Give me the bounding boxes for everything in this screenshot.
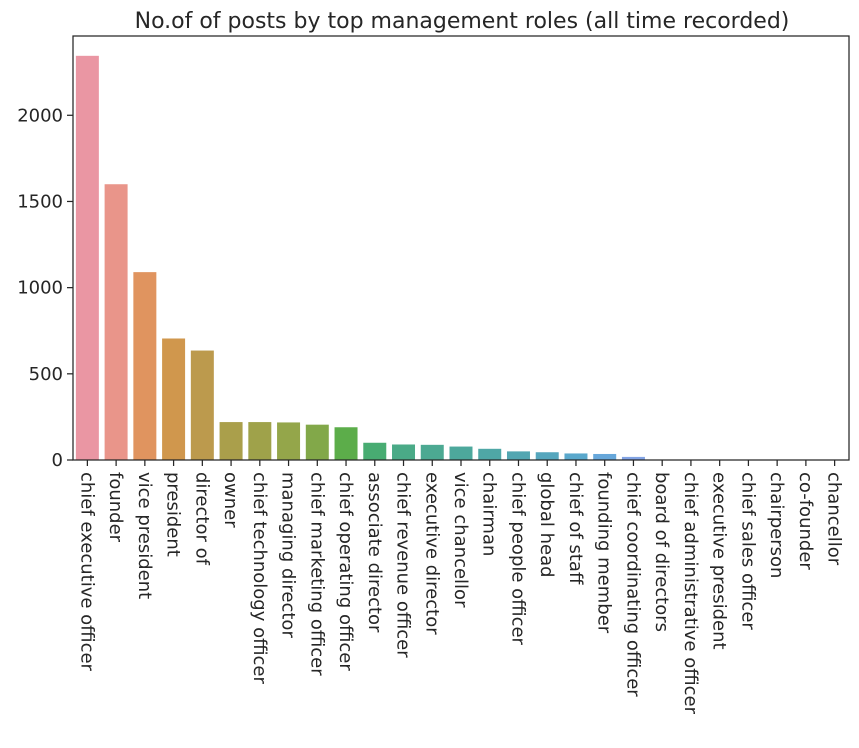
bar-founder [104,184,128,461]
bar-chief-revenue-officer [392,444,416,460]
bar-managing-director [277,422,301,460]
chart-title: No.of of posts by top management roles (… [135,9,790,34]
x-tick-label: executive president [709,472,730,650]
x-tick-label: vice president [134,472,155,599]
bar-director-of [190,350,214,460]
bar-owner [219,422,243,460]
bar-executive-director [420,444,444,460]
x-tick-label: chief operating officer [335,472,356,671]
y-tick-label: 2000 [17,105,63,126]
x-tick-label: chief sales officer [737,472,758,630]
x-tick-label: chairman [479,472,500,556]
bar-chairman [478,448,502,460]
x-tick-label: board of directors [651,472,672,632]
x-tick-label: chief of staff [565,472,586,585]
bar-associate-director [363,442,387,460]
x-tick-label: founding member [594,472,615,634]
bar-vice-president [133,272,157,460]
x-tick-label: chief coordinating officer [622,472,643,697]
x-tick-label: chief marketing officer [306,472,327,676]
x-tick-label: president [163,472,184,557]
x-tick-label: owner [220,472,241,528]
bar-chief-operating-officer [334,427,358,460]
x-tick-label: associate director [364,472,385,633]
bar-chief-executive-officer [75,55,99,460]
plot-frame [72,35,850,461]
bars-group [75,55,847,461]
bar-president [162,338,186,460]
y-axis: 0 500 1000 1500 2000 [17,105,73,471]
x-tick-label: vice chancellor [450,472,471,608]
x-tick-label: chief technology officer [249,472,270,684]
bar-chief-marketing-officer [305,424,329,460]
x-tick-label: chief revenue officer [393,472,414,658]
x-tick-label: director of [191,472,212,566]
x-tick-label: chancellor [824,472,845,566]
bar-vice-chancellor [449,446,473,460]
bar-founding-member [593,453,617,460]
x-tick-label: global head [536,472,557,578]
x-tick-label: managing director [278,472,299,638]
x-tick-label: chairperson [766,472,787,578]
x-tick-label: chief people officer [507,472,528,646]
bar-chief-people-officer [506,451,530,460]
y-tick-label: 1000 [17,278,63,299]
x-tick-label: executive director [421,472,442,635]
bar-chief-coordinating-officer [621,456,645,460]
y-tick-label: 0 [52,450,63,471]
x-axis: chief executive officer founder vice presi… [76,460,845,715]
x-tick-label: chief administrative officer [680,472,701,715]
y-tick-label: 500 [29,364,63,385]
x-tick-label: chief executive officer [76,472,97,672]
y-tick-label: 1500 [17,191,63,212]
x-tick-label: founder [105,472,126,543]
bar-global-head [535,452,559,460]
bar-chief-of-staff [564,453,588,460]
bar-chief-technology-officer [248,422,272,460]
x-tick-label: co-founder [795,472,816,570]
